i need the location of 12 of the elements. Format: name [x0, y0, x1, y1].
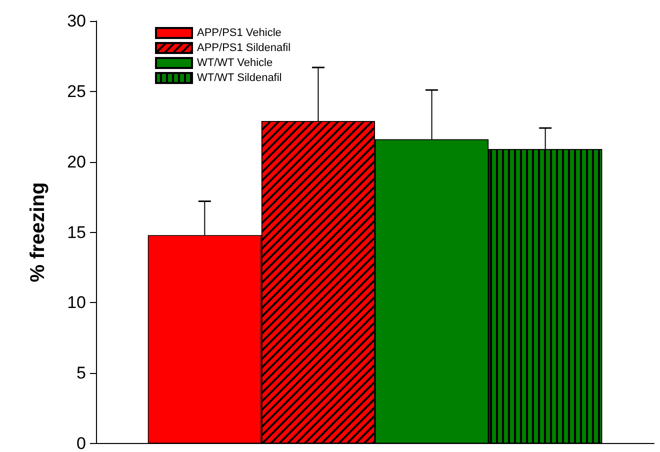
- y-tick-label: 20: [67, 152, 86, 172]
- y-tick-label: 10: [67, 293, 86, 312]
- y-axis-title: % freezing: [27, 182, 49, 282]
- legend-label: WT/WT Vehicle: [197, 57, 273, 69]
- y-tick-label: 25: [67, 82, 86, 101]
- y-tick-label: 0: [76, 434, 86, 452]
- legend-label: APP/PS1 Sildenafil: [197, 42, 291, 54]
- y-tick-label: 5: [76, 364, 86, 383]
- legend-label: WT/WT Sildenafil: [197, 72, 282, 84]
- legend-label: APP/PS1 Vehicle: [197, 27, 282, 39]
- y-tick-label: 15: [67, 222, 86, 242]
- y-tick-label: 30: [67, 12, 86, 30]
